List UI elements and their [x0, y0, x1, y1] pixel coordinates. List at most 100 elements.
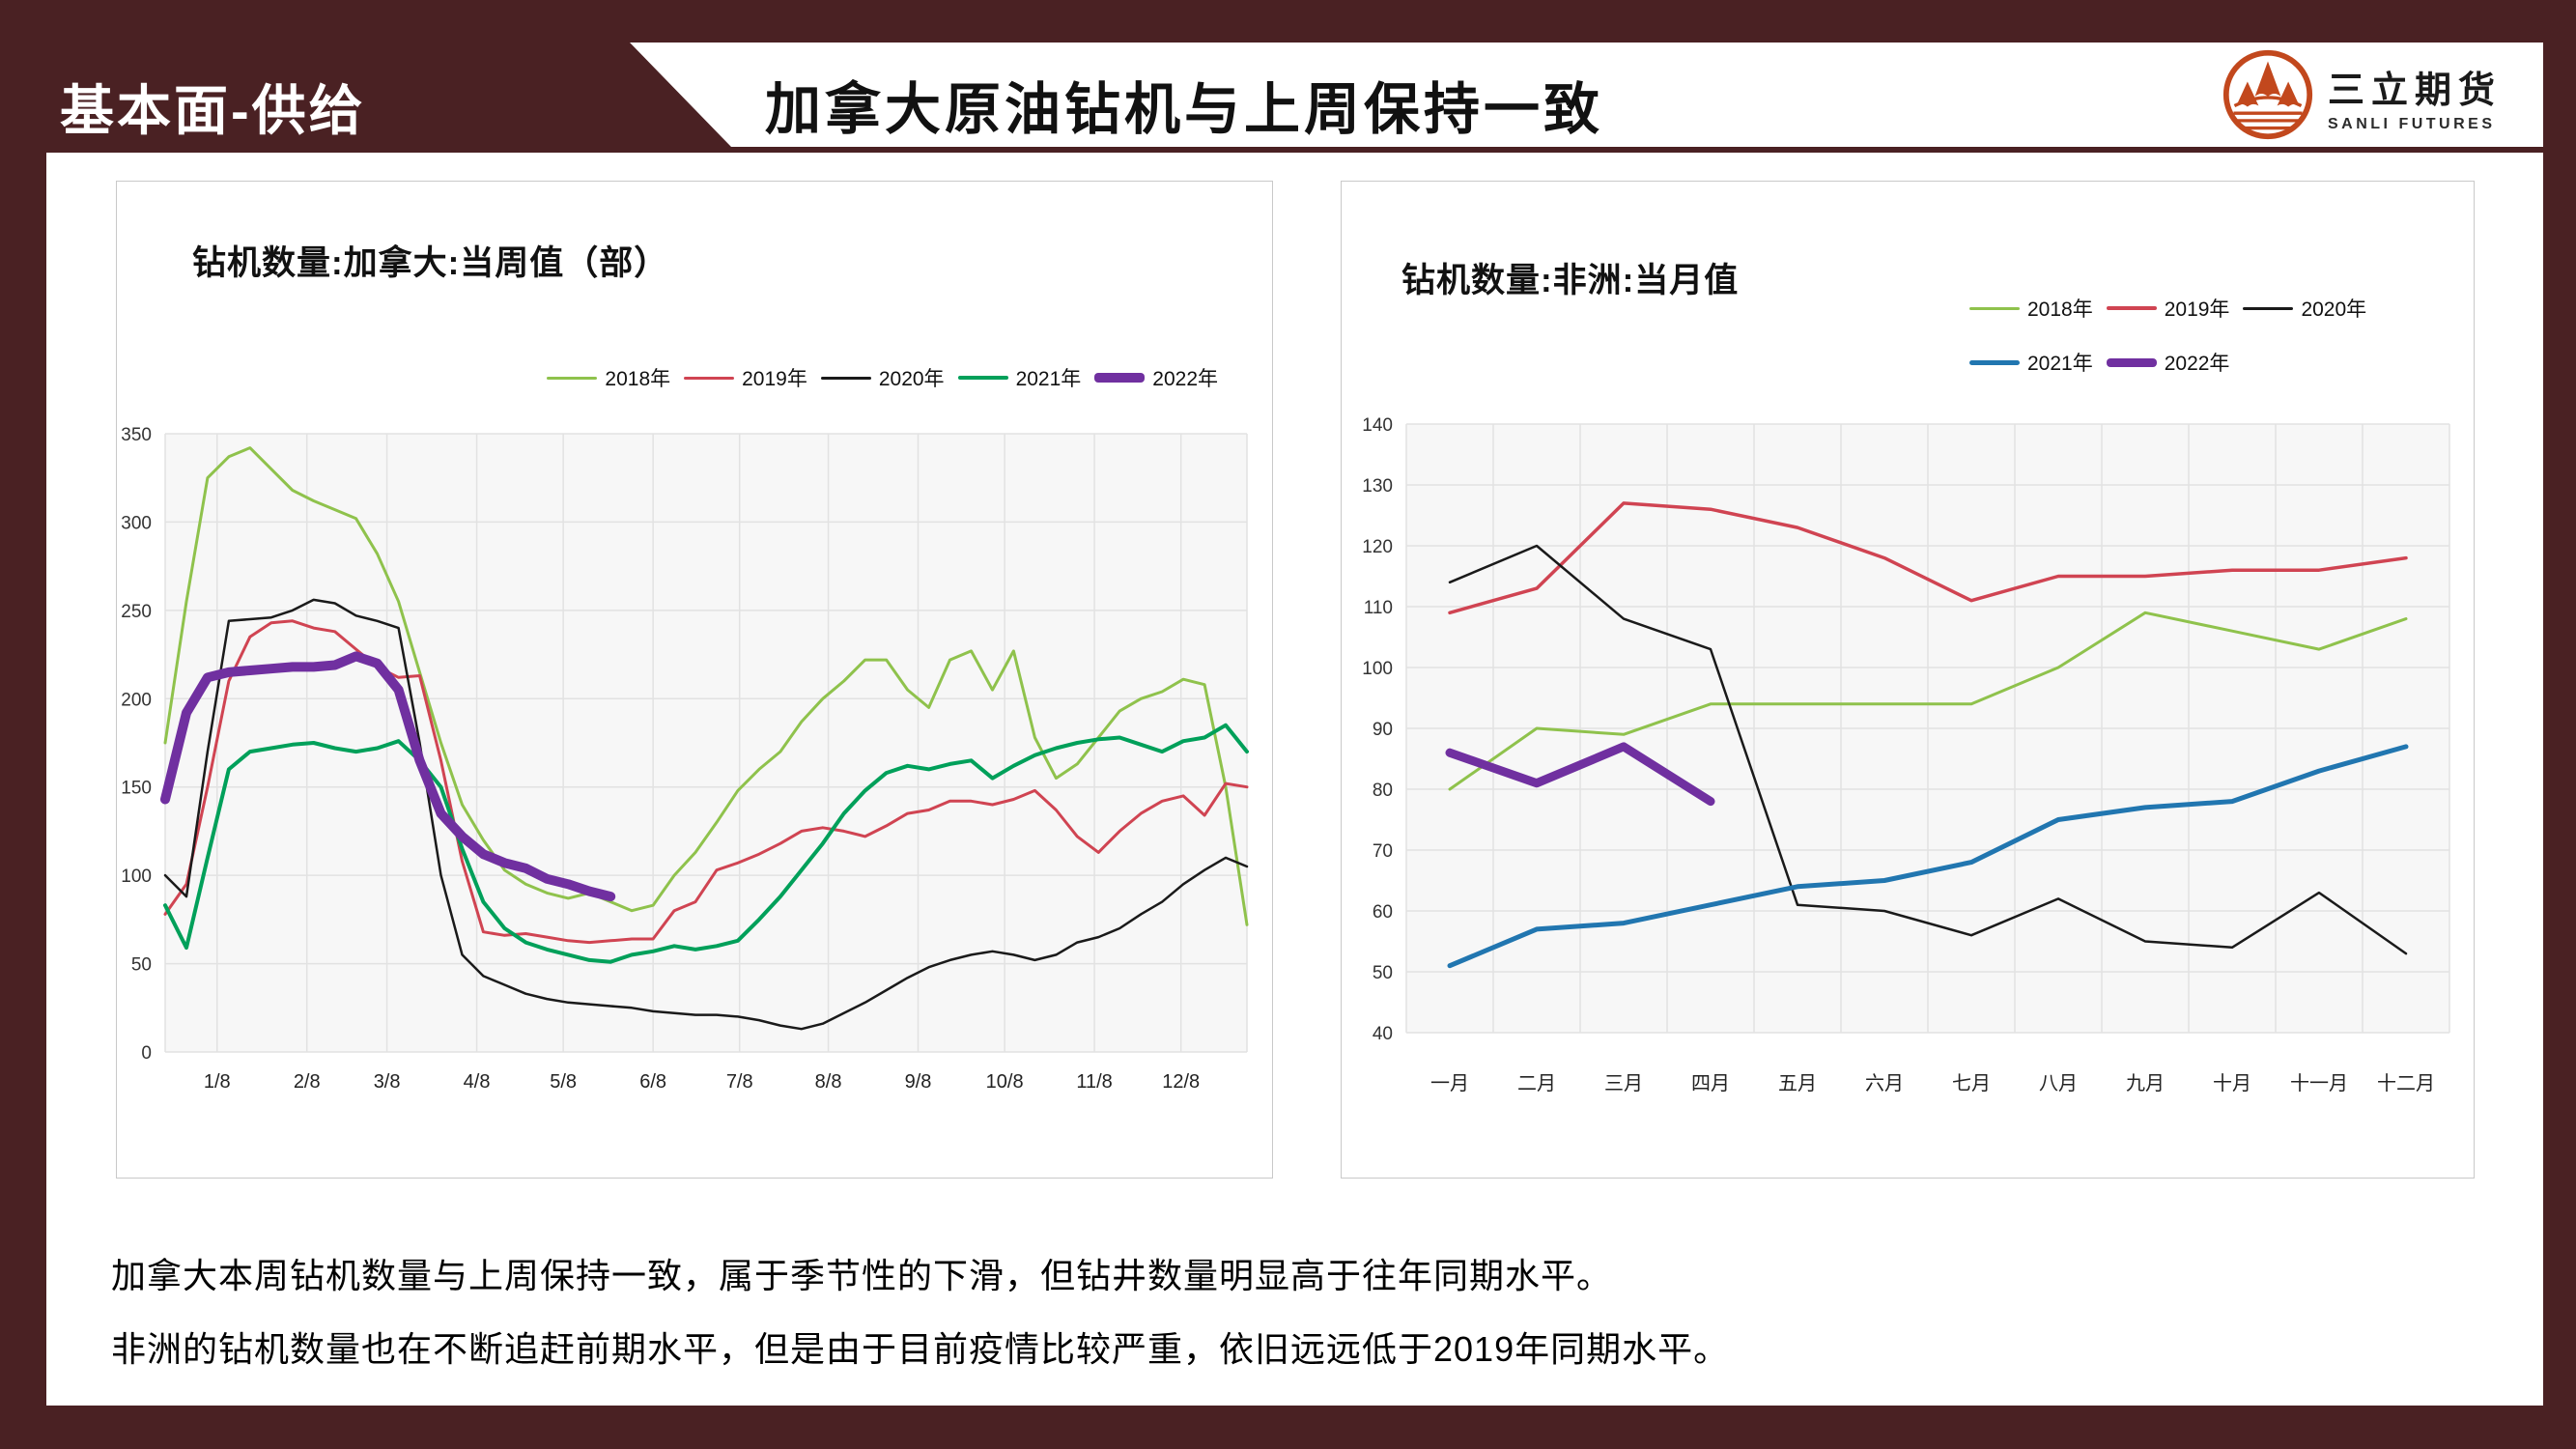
x-axis-tick-label: 十一月 — [2290, 1072, 2348, 1094]
legend-swatch-icon — [820, 376, 871, 380]
legend-item-2021年: 2021年 — [957, 363, 1082, 392]
legend-row: 2018年 2019年 2020年 — [1969, 294, 2366, 323]
series-line-2020年 — [1448, 544, 2408, 955]
legend-label: 2022年 — [2164, 353, 2230, 375]
chart-panel-canada: 钻机数量:加拿大:当周值（部） 2018年 2019年 2020年 2021年 2022… — [116, 181, 1273, 1179]
x-axis-tick-label: 十月 — [2213, 1072, 2251, 1094]
x-axis-tick-label: 6/8 — [639, 1071, 666, 1093]
series-line-2020年 — [163, 598, 1249, 1031]
y-axis-tick-label: 50 — [1373, 963, 1393, 983]
chart-canada-svg: 0 50 100 150 200 250 300 350 1/8 2/8 3/8 4/8 5/8 6/8 7… — [121, 425, 1249, 1093]
y-axis-tick-label: 250 — [121, 602, 152, 622]
y-axis-tick-label: 100 — [121, 867, 152, 887]
x-axis-tick-label: 5/8 — [550, 1071, 577, 1093]
y-axis-tick-label: 130 — [1362, 476, 1393, 497]
legend-label: 2020年 — [2301, 298, 2367, 321]
legend-label: 2018年 — [2027, 298, 2093, 321]
series-line-2018年 — [163, 446, 1249, 926]
page-title: 加拿大原油钻机与上周保持一致 — [765, 78, 1604, 141]
legend-label: 2018年 — [605, 368, 671, 390]
legend-item-2019年: 2019年 — [2106, 294, 2230, 323]
x-axis-tick-label: 十二月 — [2377, 1072, 2435, 1094]
logo-name-en: SANLI FUTURES — [2328, 116, 2496, 132]
chart-title-africa: 钻机数量:非洲:当月值 — [1401, 262, 1740, 299]
y-axis-tick-label: 90 — [1373, 720, 1393, 740]
y-axis-tick-label: 60 — [1373, 902, 1393, 923]
legend-item-2019年: 2019年 — [684, 363, 807, 392]
legend-swatch-icon — [2106, 306, 2157, 310]
x-axis-tick-label: 九月 — [2126, 1072, 2165, 1094]
y-axis-tick-label: 70 — [1373, 841, 1393, 862]
y-axis-tick-label: 350 — [121, 425, 152, 445]
legend-row: 2021年 2022年 — [1969, 348, 2366, 377]
x-axis-tick-label: 八月 — [2039, 1073, 2078, 1094]
legend-label: 2019年 — [742, 368, 807, 390]
legend-swatch-icon — [1969, 359, 2020, 365]
legend-label: 2019年 — [2164, 298, 2230, 321]
commentary-line-2: 非洲的钻机数量也在不断追赶前期水平，但是由于目前疫情比较严重，依旧远远低于201… — [111, 1329, 1730, 1369]
x-axis-tick-label: 六月 — [1865, 1072, 1904, 1094]
legend-swatch-icon — [2106, 357, 2157, 367]
series-line-2019年 — [163, 619, 1249, 945]
legend-swatch-icon — [684, 376, 735, 380]
series-line-2019年 — [1448, 501, 2408, 615]
company-logo: 三立期货 SANLI FUTURES — [2222, 48, 2540, 146]
y-axis-tick-label: 40 — [1373, 1024, 1393, 1044]
x-axis-tick-label: 7/8 — [726, 1071, 753, 1093]
x-axis-tick-label: 3/8 — [374, 1071, 401, 1093]
commentary-block: 加拿大本周钻机数量与上周保持一致，属于季节性的下滑，但钻井数量明显高于往年同期水… — [111, 1239, 2381, 1386]
logo-mountain-icon — [2222, 48, 2314, 146]
legend-swatch-icon — [547, 376, 598, 380]
y-axis-tick-label: 50 — [131, 955, 152, 976]
x-axis-tick-label: 8/8 — [815, 1071, 842, 1093]
x-axis-tick-label: 11/8 — [1076, 1071, 1112, 1093]
y-axis-tick-label: 140 — [1362, 415, 1393, 436]
y-axis-tick-label: 100 — [1362, 659, 1393, 679]
logo-name-cn: 三立期货 — [2328, 71, 2503, 111]
series-line-2021年 — [163, 723, 1249, 964]
x-axis-tick-label: 1/8 — [204, 1071, 231, 1093]
legend-item-2022年: 2022年 — [1094, 363, 1218, 392]
legend-item-2021年: 2021年 — [1969, 348, 2093, 377]
x-axis-tick-label: 4/8 — [464, 1071, 491, 1093]
y-axis-tick-label: 200 — [121, 690, 152, 710]
x-axis-tick-label: 12/8 — [1162, 1071, 1200, 1093]
legend-label: 2022年 — [1152, 368, 1218, 390]
series-line-2018年 — [1448, 611, 2408, 791]
x-axis-tick-label: 五月 — [1778, 1073, 1817, 1094]
y-axis-tick-label: 0 — [141, 1043, 152, 1064]
legend-swatch-icon — [1094, 373, 1146, 383]
x-axis-tick-label: 10/8 — [986, 1071, 1024, 1093]
series-line-2022年 — [160, 651, 616, 902]
x-axis-tick-label: 四月 — [1691, 1073, 1730, 1094]
series-line-2022年 — [1445, 742, 1715, 807]
chart-title-canada: 钻机数量:加拿大:当周值（部） — [192, 244, 669, 282]
legend-swatch-icon — [1969, 306, 2020, 310]
legend-item-2020年: 2020年 — [2243, 294, 2366, 323]
legend-item-2018年: 2018年 — [547, 363, 670, 392]
legend-item-2018年: 2018年 — [1969, 294, 2093, 323]
commentary-line-1: 加拿大本周钻机数量与上周保持一致，属于季节性的下滑，但钻井数量明显高于往年同期水… — [111, 1256, 1613, 1295]
legend-item-2022年: 2022年 — [2106, 348, 2230, 377]
legend-item-2020年: 2020年 — [820, 363, 945, 392]
x-axis-tick-label: 2/8 — [294, 1071, 321, 1093]
legend-africa: 2018年 2019年 2020年 2021年 2022年 — [1969, 294, 2366, 377]
legend-row: 2018年 2019年 2020年 2021年 2022年 — [547, 363, 1218, 392]
y-axis-tick-label: 150 — [121, 779, 152, 799]
x-axis-tick-label: 二月 — [1517, 1073, 1556, 1094]
legend-label: 2020年 — [878, 368, 945, 390]
series-line-2021年 — [1447, 744, 2409, 969]
x-axis-tick-label: 9/8 — [905, 1071, 932, 1093]
legend-canada: 2018年 2019年 2020年 2021年 2022年 — [547, 363, 1218, 392]
y-axis-tick-label: 110 — [1364, 598, 1393, 618]
x-axis-tick-label: 一月 — [1430, 1073, 1469, 1094]
x-axis-tick-label: 三月 — [1604, 1073, 1643, 1094]
y-axis-tick-label: 300 — [121, 513, 152, 533]
section-label: 基本面-供给 — [60, 80, 366, 141]
legend-label: 2021年 — [1015, 368, 1082, 390]
y-axis-tick-label: 120 — [1362, 537, 1393, 557]
legend-swatch-icon — [2243, 306, 2294, 310]
logo-text: 三立期货 SANLI FUTURES — [2328, 60, 2502, 133]
y-axis-tick-label: 80 — [1373, 781, 1393, 801]
